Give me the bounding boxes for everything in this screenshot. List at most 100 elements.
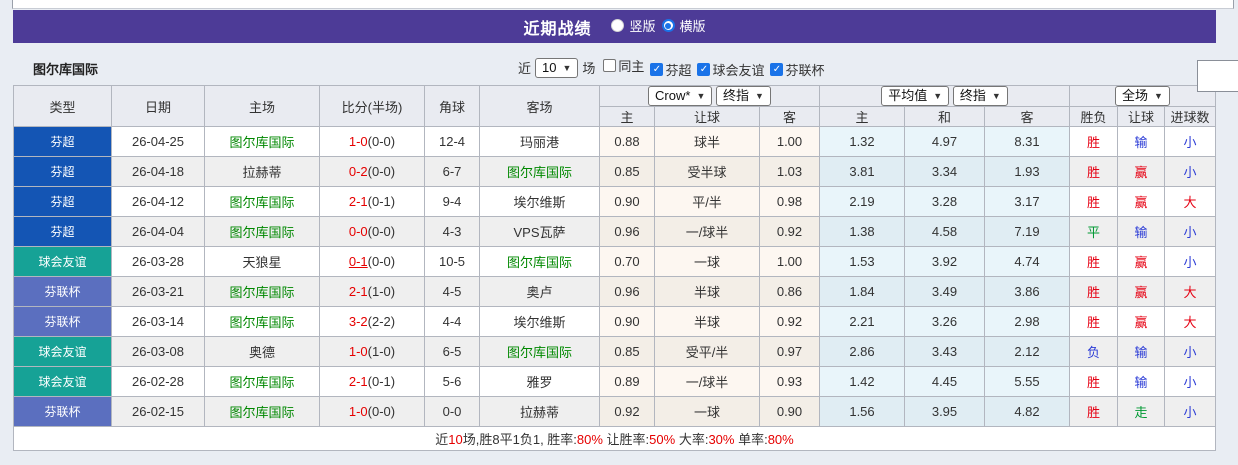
corner-count: 4-3 — [424, 216, 480, 247]
odds-away: 0.97 — [759, 336, 820, 367]
col-header-date: 日期 — [111, 85, 205, 127]
odds-home: 0.70 — [599, 246, 655, 277]
layout-radio-checked[interactable]: 横版 — [661, 16, 706, 35]
result-goals: 大 — [1163, 276, 1217, 307]
match-type-badge: 芬超 — [13, 126, 112, 157]
chevron-down-icon: ▼ — [933, 91, 943, 101]
odds-home: 0.92 — [599, 396, 655, 427]
avg-home: 1.32 — [819, 126, 905, 157]
match-date: 26-02-28 — [111, 366, 205, 397]
summary-text: 单率: — [734, 432, 768, 447]
avg-away: 2.98 — [984, 306, 1070, 337]
away-team-cell: 玛丽港 — [479, 126, 600, 157]
score-cell: 1-0(0-0) — [319, 126, 425, 157]
avg-home: 1.56 — [819, 396, 905, 427]
odds-home: 0.90 — [599, 186, 655, 217]
odds-handicap: 受半球 — [654, 156, 760, 187]
home-team-link[interactable]: 天狼星 — [242, 255, 282, 270]
filter-checkbox[interactable]: ✓ 球会友谊 — [697, 60, 764, 79]
filter-checkbox[interactable]: 同主 — [603, 56, 644, 75]
away-team-link[interactable]: 拉赫蒂 — [519, 405, 559, 420]
away-team-link[interactable]: 雅罗 — [526, 375, 553, 390]
full-time-score: 1-0 — [348, 344, 368, 359]
away-team-link[interactable]: VPS瓦萨 — [513, 225, 566, 240]
home-team-cell: 图尔库国际 — [204, 126, 320, 157]
full-time-score: 1-0 — [348, 404, 368, 419]
home-team-link[interactable]: 图尔库国际 — [229, 315, 295, 330]
sub-header-avg-home: 主 — [819, 106, 905, 127]
sub-header-avg-draw: 和 — [904, 106, 985, 127]
avg-home: 2.21 — [819, 306, 905, 337]
average-select[interactable]: 平均值 ▼ — [881, 86, 950, 106]
filter-checkbox[interactable]: ✓ 芬超 — [650, 60, 691, 79]
odds-home: 0.96 — [599, 276, 655, 307]
avg-draw: 3.49 — [904, 276, 985, 307]
col-header-home: 主场 — [204, 85, 320, 127]
away-team-link[interactable]: 埃尔维斯 — [513, 315, 566, 330]
avg-draw: 4.45 — [904, 366, 985, 397]
away-team-cell: 埃尔维斯 — [479, 306, 600, 337]
table-row: 芬联杯 26-02-15 图尔库国际 1-0(0-0) 0-0 拉赫蒂 0.92 一球 0.90… — [13, 396, 1217, 427]
corner-count: 4-5 — [424, 276, 480, 307]
avg-draw: 3.95 — [904, 396, 985, 427]
corner-count: 5-6 — [424, 366, 480, 397]
odds-home: 0.85 — [599, 156, 655, 187]
full-time-score[interactable]: 0-1 — [348, 254, 368, 269]
home-team-link[interactable]: 图尔库国际 — [229, 225, 295, 240]
scope-select[interactable]: 全场 ▼ — [1115, 86, 1170, 106]
sub-header-handicap-result: 让球 — [1117, 106, 1165, 127]
average-kind-select[interactable]: 终指 ▼ — [952, 86, 1008, 106]
away-team-link[interactable]: 图尔库国际 — [506, 165, 572, 180]
odds-handicap: 半球 — [654, 306, 760, 337]
summary-text: 近 — [435, 432, 449, 447]
avg-home: 3.81 — [819, 156, 905, 187]
table-row: 芬联杯 26-03-21 图尔库国际 2-1(1-0) 4-5 奥卢 0.96 半球 0.86 1… — [13, 276, 1217, 307]
layout-radio-group: 竖版 横版 — [605, 16, 706, 37]
away-team-cell: 奥卢 — [479, 276, 600, 307]
full-time-score: 2-1 — [348, 374, 368, 389]
match-date: 26-04-04 — [111, 216, 205, 247]
avg-draw: 4.58 — [904, 216, 985, 247]
result-winloss: 胜 — [1069, 276, 1118, 307]
avg-away: 1.93 — [984, 156, 1070, 187]
avg-draw: 3.34 — [904, 156, 985, 187]
home-team-link[interactable]: 图尔库国际 — [229, 285, 295, 300]
filter-checkbox[interactable]: ✓ 芬联杯 — [770, 60, 824, 79]
corner-count: 12-4 — [424, 126, 480, 157]
away-team-link[interactable]: 玛丽港 — [519, 135, 559, 150]
away-team-link[interactable]: 图尔库国际 — [506, 345, 572, 360]
match-count-select[interactable]: 10 ▼ — [535, 57, 579, 78]
away-team-link[interactable]: 埃尔维斯 — [513, 195, 566, 210]
result-goals: 小 — [1163, 216, 1217, 247]
home-team-cell: 拉赫蒂 — [204, 156, 320, 187]
home-team-cell: 图尔库国际 — [204, 396, 320, 427]
away-team-link[interactable]: 图尔库国际 — [506, 255, 572, 270]
full-time-score: 0-2 — [348, 164, 368, 179]
home-team-link[interactable]: 图尔库国际 — [229, 195, 295, 210]
chevron-down-icon: ▼ — [991, 91, 1001, 101]
home-team-link[interactable]: 拉赫蒂 — [242, 165, 282, 180]
odds-kind-select[interactable]: 终指 ▼ — [716, 86, 771, 106]
table-row: 芬超 26-04-12 图尔库国际 2-1(0-1) 9-4 埃尔维斯 0.90 平/半 0.9… — [13, 186, 1217, 217]
score-cell: 0-0(0-0) — [319, 216, 425, 247]
result-handicap: 输 — [1117, 126, 1165, 157]
away-team-link[interactable]: 奥卢 — [526, 285, 553, 300]
odds-provider-select[interactable]: Crow* ▼ — [648, 86, 713, 106]
chevron-down-icon: ▼ — [696, 91, 706, 101]
corner-count: 10-5 — [424, 246, 480, 277]
home-team-link[interactable]: 图尔库国际 — [229, 135, 295, 150]
odds-group-header: Crow* ▼ 终指 ▼ — [599, 85, 820, 107]
match-type-badge: 芬超 — [13, 186, 112, 217]
home-team-link[interactable]: 图尔库国际 — [229, 375, 295, 390]
home-team-link[interactable]: 奥德 — [248, 345, 275, 360]
match-type-badge: 球会友谊 — [13, 366, 112, 397]
odds-away: 0.92 — [759, 216, 820, 247]
score-cell: 1-0(0-0) — [319, 396, 425, 427]
half-time-score: (0-0) — [367, 164, 396, 179]
avg-home: 1.38 — [819, 216, 905, 247]
layout-radio-option[interactable]: 竖版 — [611, 16, 656, 35]
checkbox-label: 球会友谊 — [712, 63, 765, 78]
match-date: 26-03-14 — [111, 306, 205, 337]
home-team-link[interactable]: 图尔库国际 — [229, 405, 295, 420]
result-winloss: 胜 — [1069, 396, 1118, 427]
